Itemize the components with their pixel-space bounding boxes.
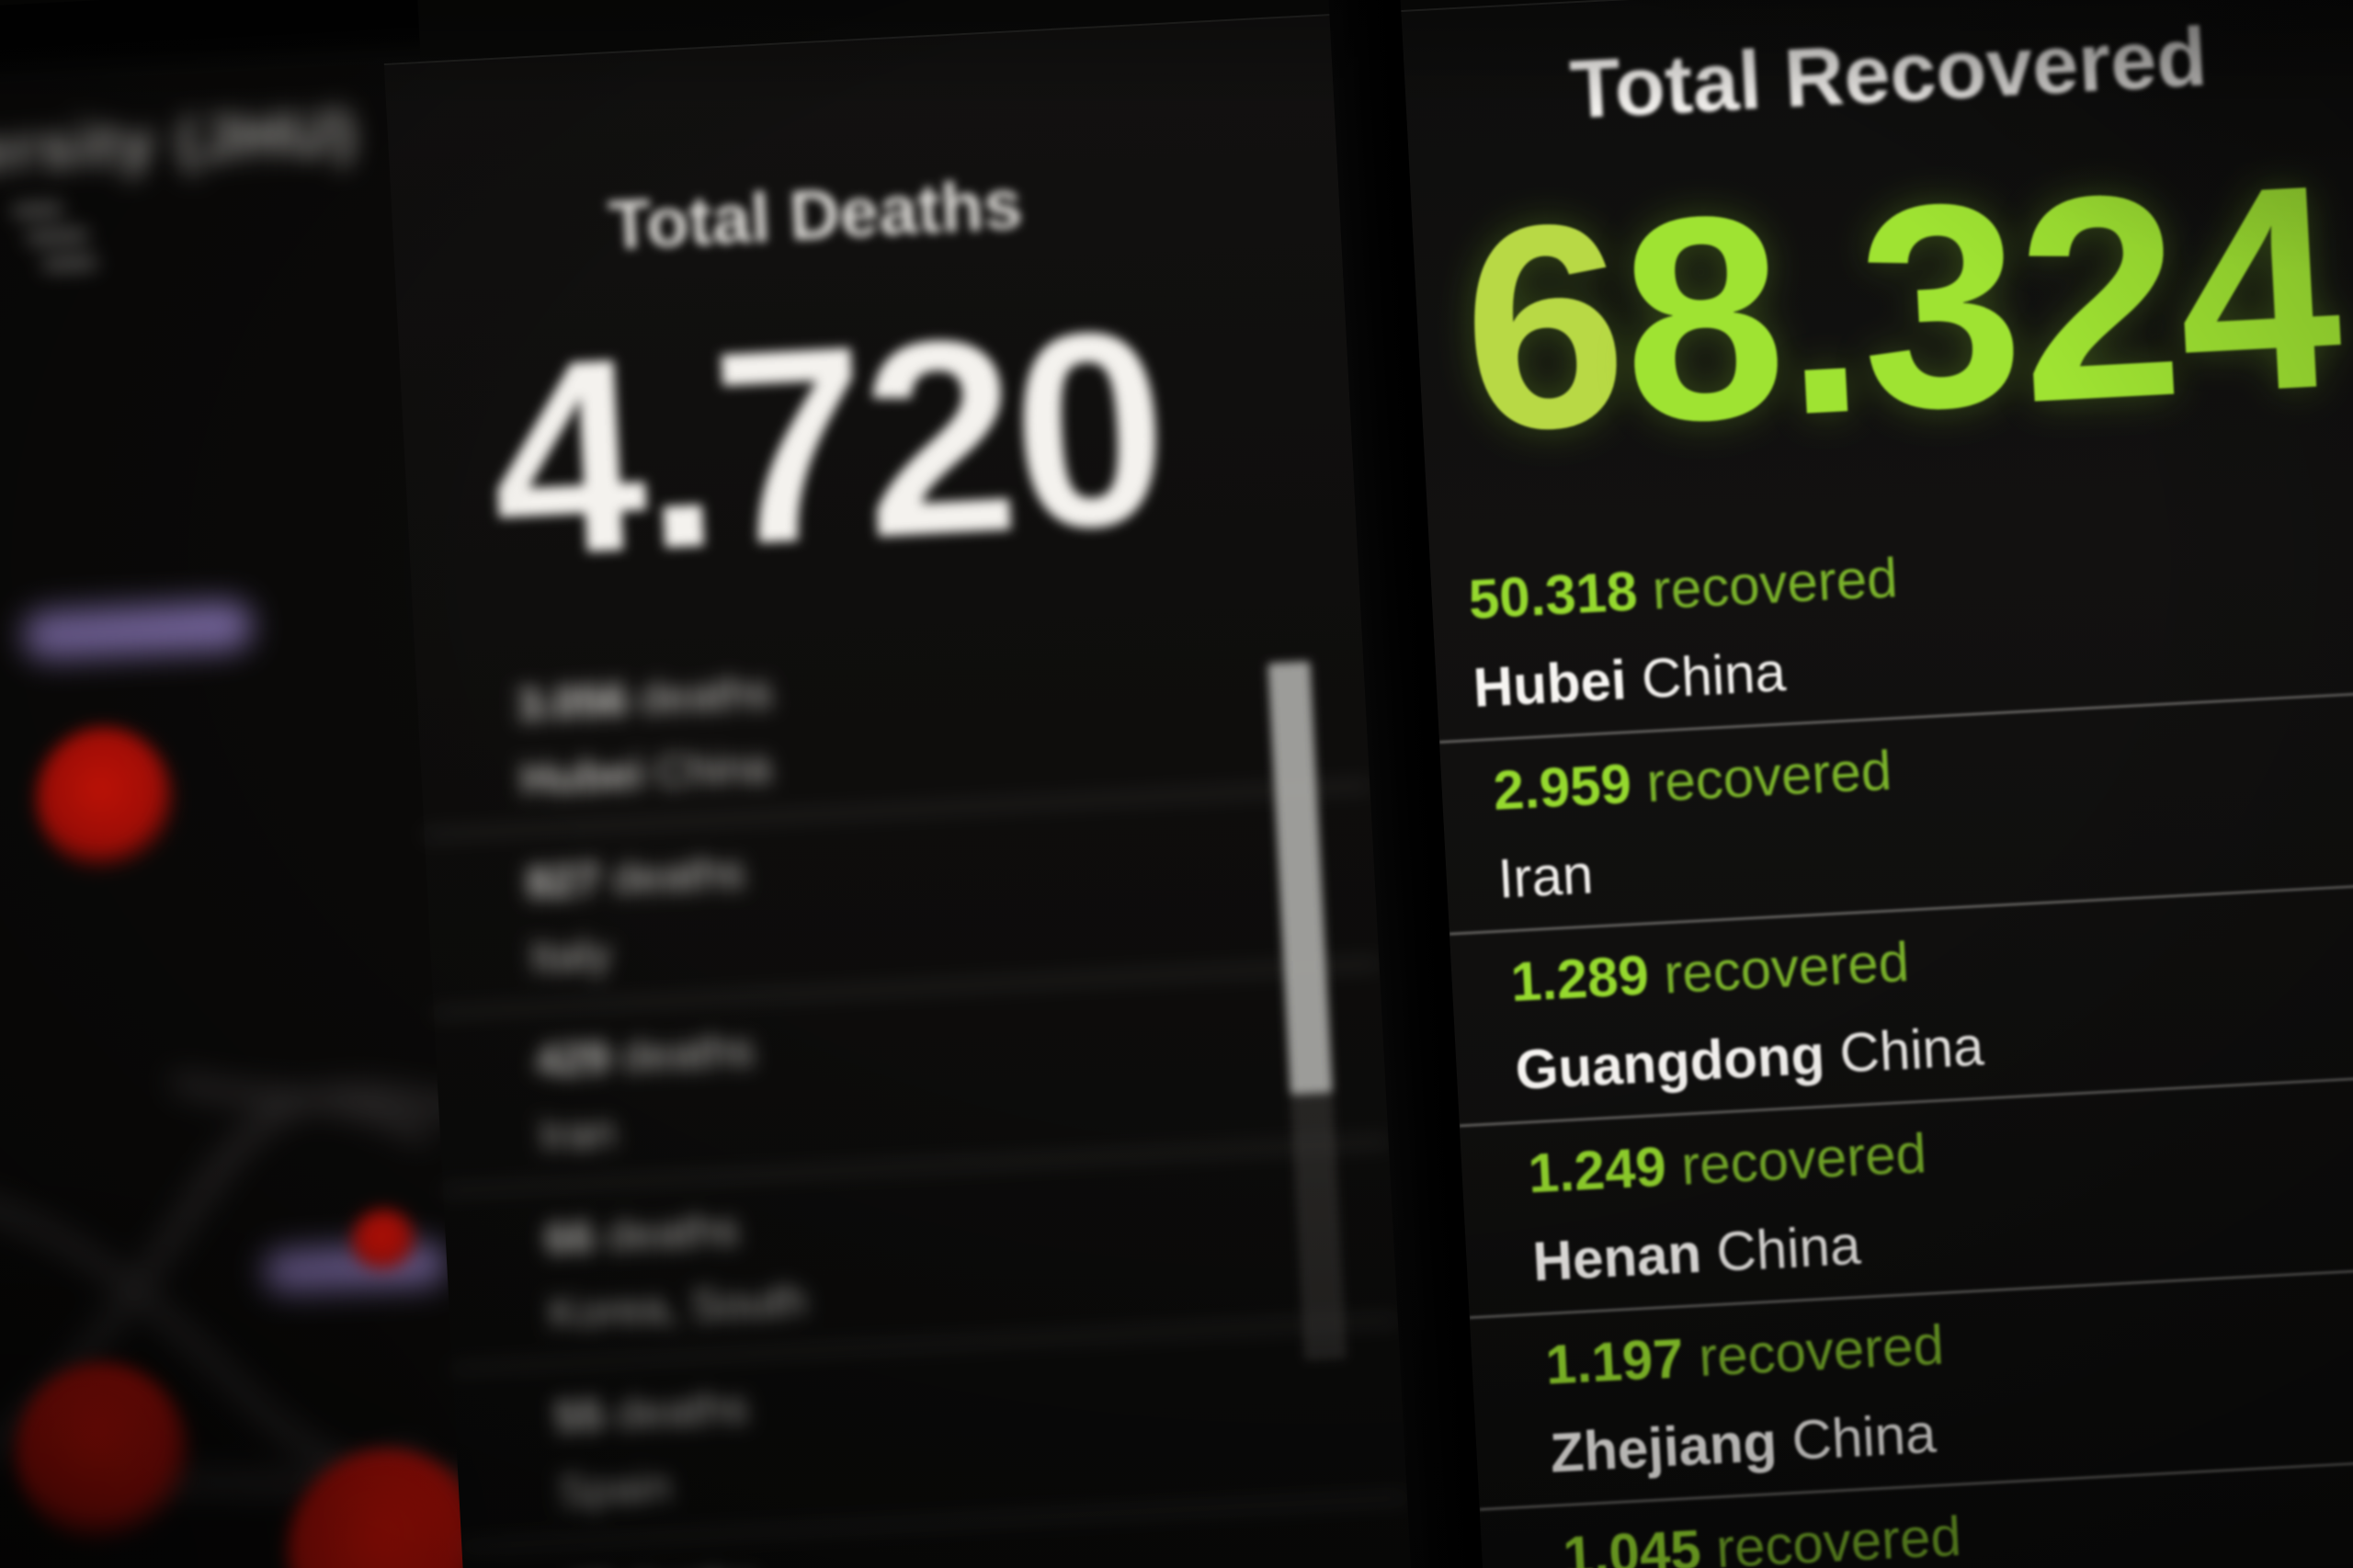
total-recovered-title: Total Recovered bbox=[1567, 11, 2210, 137]
recovered-unit-label: recovered bbox=[1664, 1121, 1928, 1198]
recovered-unit-label: recovered bbox=[1699, 1505, 1963, 1568]
death-count: 55 bbox=[552, 1391, 605, 1443]
country-name: Spain bbox=[557, 1462, 673, 1517]
recovered-unit-label: recovered bbox=[1681, 1312, 1946, 1389]
death-unit-label: deaths bbox=[598, 847, 746, 904]
death-count: 429 bbox=[534, 1033, 611, 1086]
country-name: Iran bbox=[1496, 843, 1595, 910]
total-deaths-title: Total Deaths bbox=[606, 165, 1025, 266]
recovered-count: 50.318 bbox=[1467, 560, 1639, 631]
death-unit-label: deaths bbox=[611, 1562, 759, 1568]
total-deaths-value: 4.720 bbox=[483, 271, 1171, 616]
recovered-count: 1.045 bbox=[1561, 1518, 1703, 1568]
country-name: China bbox=[1699, 1213, 1862, 1284]
country-name: Italy bbox=[529, 929, 613, 983]
country-name: China bbox=[1775, 1402, 1938, 1472]
menu-icon[interactable] bbox=[12, 201, 97, 288]
recovered-count: 1.249 bbox=[1526, 1135, 1668, 1205]
country-name: China bbox=[642, 743, 772, 799]
region-name: Guangdong bbox=[1514, 1023, 1826, 1101]
region-name: Zhejiang bbox=[1548, 1410, 1779, 1484]
country-name: China bbox=[1823, 1015, 1985, 1085]
country-name: Korea, South bbox=[547, 1277, 808, 1339]
recovered-count: 1.289 bbox=[1509, 944, 1651, 1013]
total-recovered-rest: 8.324 bbox=[1614, 123, 2347, 484]
total-recovered-panel: Total Recovered 68.324 50.318 recovered … bbox=[1401, 0, 2353, 1568]
country-name: China bbox=[1624, 640, 1788, 710]
total-deaths-panel: Total Deaths 4.720 3.056 deaths Hubei Ch… bbox=[383, 14, 1417, 1568]
recovered-count: 2.959 bbox=[1492, 752, 1633, 822]
region-name: Hubei bbox=[1472, 649, 1629, 719]
death-count: 827 bbox=[525, 856, 602, 909]
country-name: Iran bbox=[538, 1108, 618, 1161]
recovered-list: 50.318 recovered Hubei China 2.959 recov… bbox=[1429, 500, 2353, 1568]
recovered-unit-label: recovered bbox=[1646, 930, 1911, 1006]
total-recovered-value: 68.324 bbox=[1410, 123, 2353, 492]
region-name: Henan bbox=[1530, 1221, 1703, 1293]
death-unit-label: deaths bbox=[626, 667, 774, 725]
recovered-count: 1.197 bbox=[1543, 1326, 1686, 1396]
death-count: 3.056 bbox=[516, 676, 629, 731]
death-unit-label: deaths bbox=[602, 1383, 750, 1440]
death-unit-label: deaths bbox=[608, 1026, 756, 1083]
deaths-list: 3.056 deaths Hubei China 827 deaths Ital… bbox=[415, 608, 1417, 1568]
region-name: Hubei bbox=[519, 749, 645, 805]
total-recovered-first-digit: 6 bbox=[1455, 161, 1632, 493]
death-unit-label: deaths bbox=[592, 1205, 740, 1262]
recovered-unit-label: recovered bbox=[1635, 546, 1900, 622]
death-count: 66 bbox=[543, 1212, 596, 1265]
recovered-unit-label: recovered bbox=[1630, 739, 1893, 814]
